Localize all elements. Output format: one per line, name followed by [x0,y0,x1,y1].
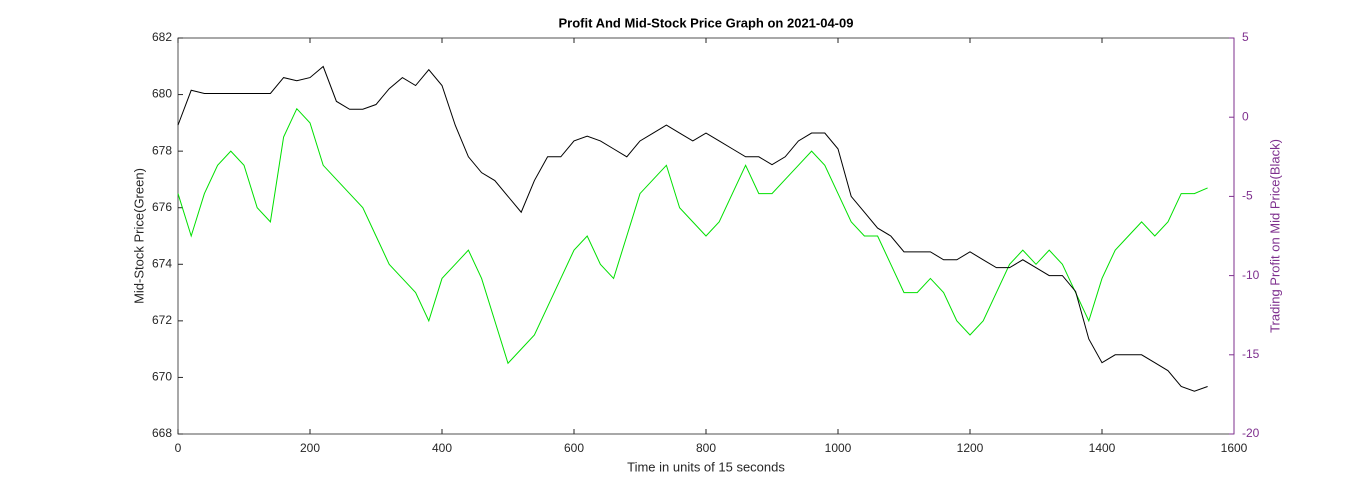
series-line [177,107,1208,365]
y-tick-label: 674 [152,256,172,270]
y-tick-label: 680 [152,87,172,101]
y2-tick-label: -10 [1242,268,1260,282]
y2-tick-label: -20 [1242,426,1260,440]
chart-title: Profit And Mid-Stock Price Graph on 2021… [559,15,854,30]
y-tick-label: 682 [152,30,172,44]
x-axis-label: Time in units of 15 seconds [627,459,785,474]
y-tick-label: 676 [152,200,172,214]
y2-tick-label: 5 [1242,30,1249,44]
y-tick-label: 668 [152,426,172,440]
y2-tick-label: -5 [1242,189,1253,203]
x-tick-label: 600 [564,441,584,455]
y-tick-label: 670 [152,370,172,384]
series-line [177,65,1208,392]
y2-tick-label: 0 [1242,109,1249,123]
y2-tick-label: -15 [1242,347,1260,361]
x-tick-label: 800 [696,441,716,455]
x-tick-label: 1000 [825,441,852,455]
y-tick-label: 672 [152,313,172,327]
x-tick-label: 1400 [1089,441,1116,455]
x-tick-label: 0 [175,441,182,455]
y2-axis-label: Trading Profit on Mid Price(Black) [1267,139,1282,333]
y-tick-label: 678 [152,143,172,157]
y-axis-label: Mid-Stock Price(Green) [131,168,146,304]
x-tick-label: 1600 [1221,441,1248,455]
x-tick-label: 400 [432,441,452,455]
x-tick-label: 200 [300,441,320,455]
x-tick-label: 1200 [957,441,984,455]
